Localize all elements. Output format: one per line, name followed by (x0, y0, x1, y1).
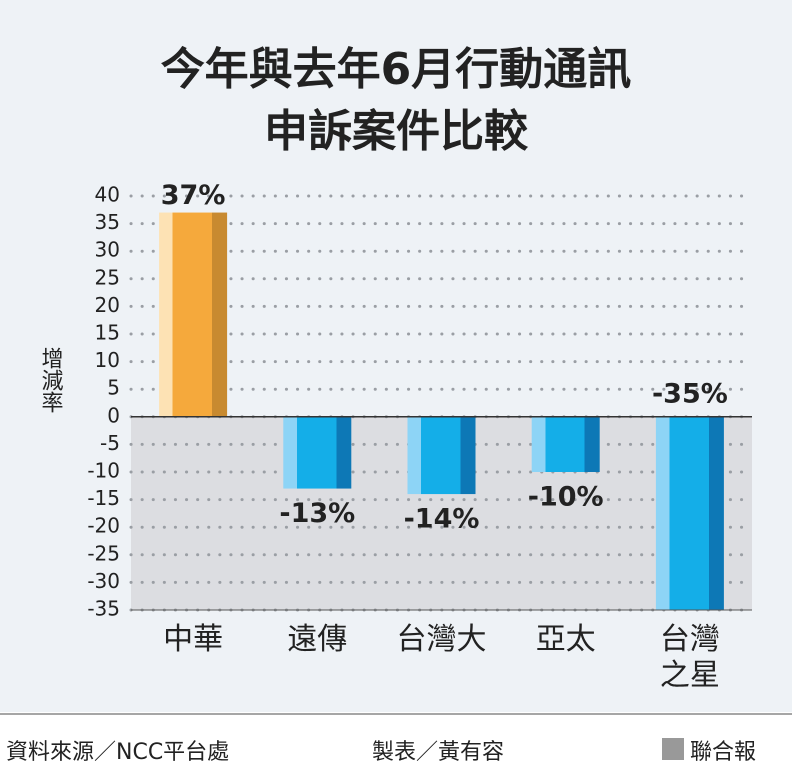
logo-square (662, 738, 684, 760)
bar (655, 416, 724, 610)
y-tick-label: 20 (95, 293, 120, 317)
value-label: 37% (161, 180, 226, 211)
y-tick-label: 15 (95, 321, 120, 345)
value-label: -14% (404, 504, 480, 535)
y-tick-label: -25 (87, 541, 120, 565)
x-tick-label: 台灣 之星 (659, 622, 720, 693)
y-tick-label: 10 (95, 348, 120, 372)
bar (407, 416, 476, 495)
y-axis-label: 增減率 (38, 347, 64, 413)
y-tick-label: 35 (95, 210, 120, 234)
x-tick-label: 亞太 (535, 622, 596, 657)
y-tick-label: -30 (87, 569, 120, 593)
bar (159, 212, 228, 417)
y-tick-label: -35 (87, 597, 120, 621)
y-tick-label: 5 (107, 376, 120, 400)
x-tick-label: 中華 (163, 622, 224, 657)
y-tick-label: 0 (107, 403, 120, 427)
x-tick-label: 遠傳 (287, 622, 348, 657)
bar (283, 416, 352, 489)
y-tick-label: -10 (87, 459, 120, 483)
y-tick-label: 40 (95, 183, 120, 207)
bar (531, 416, 600, 472)
y-tick-label: -20 (87, 514, 120, 538)
value-label: -10% (528, 482, 604, 513)
author: 製表／黃有容 (372, 740, 505, 765)
chart-title: 今年與去年6月行動通訊 (161, 44, 632, 95)
publisher: 聯合報 (690, 740, 757, 765)
source: 資料來源／NCC平台處 (6, 740, 230, 765)
value-label: -13% (279, 498, 355, 529)
value-label: -35% (652, 378, 728, 409)
y-tick-label: 30 (95, 238, 120, 262)
chart-title: 申訴案件比較 (264, 106, 529, 157)
y-tick-label: -5 (100, 431, 120, 455)
y-tick-label: -15 (87, 486, 120, 510)
y-tick-label: 25 (95, 265, 120, 289)
x-tick-label: 台灣大 (396, 622, 487, 657)
